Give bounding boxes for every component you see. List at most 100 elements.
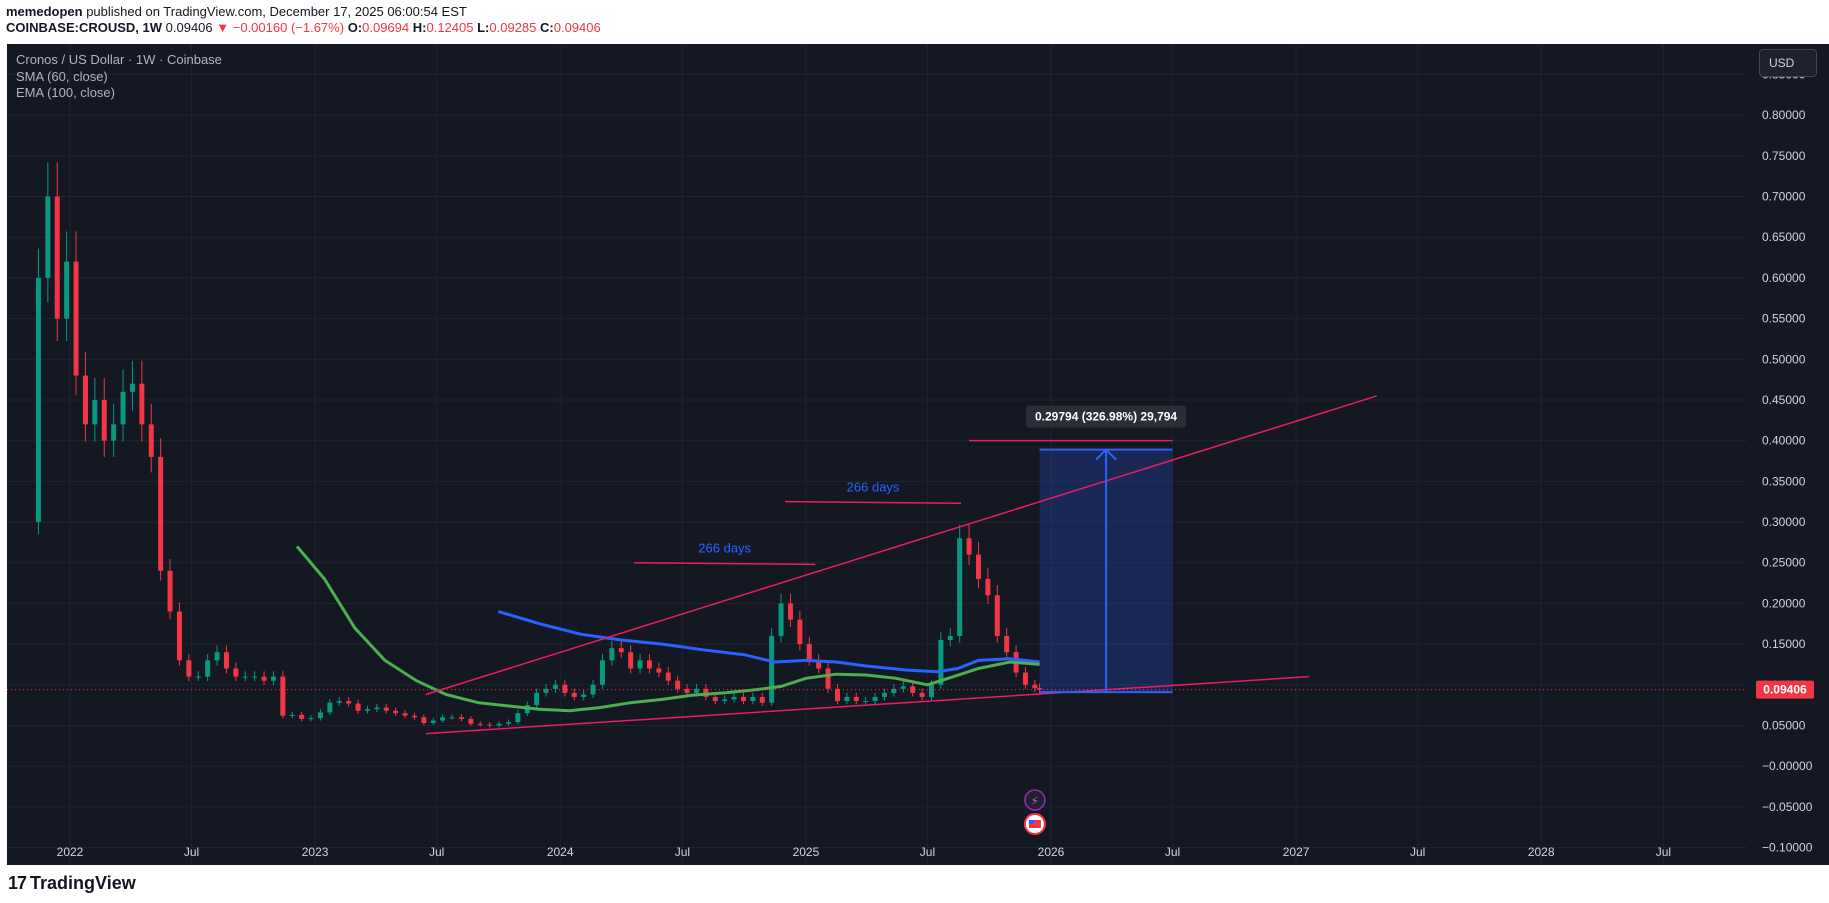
candle-body[interactable]	[994, 595, 1000, 636]
candle-body[interactable]	[599, 660, 605, 685]
candle-body[interactable]	[891, 688, 897, 693]
candle-body[interactable]	[402, 713, 408, 716]
candle-body[interactable]	[477, 723, 483, 725]
candle-body[interactable]	[120, 391, 126, 425]
candle-body[interactable]	[534, 692, 540, 706]
candle-body[interactable]	[261, 676, 267, 681]
candle-body[interactable]	[223, 652, 229, 669]
tradingview-logo[interactable]: 17 TradingView	[8, 873, 136, 894]
candle-body[interactable]	[740, 696, 746, 702]
candle-body[interactable]	[45, 196, 51, 278]
candle-body[interactable]	[947, 635, 953, 641]
candle-body[interactable]	[54, 196, 60, 319]
candle-body[interactable]	[571, 692, 577, 697]
legend-sma[interactable]: SMA (60, close)	[16, 68, 108, 84]
annotation-line[interactable]	[634, 561, 816, 566]
candle-body[interactable]	[562, 684, 568, 693]
candle-body[interactable]	[336, 701, 342, 703]
candle-body[interactable]	[957, 538, 963, 636]
candle-body[interactable]	[853, 696, 859, 702]
candle-body[interactable]	[618, 648, 624, 653]
candle-body[interactable]	[317, 712, 323, 719]
candle-body[interactable]	[205, 660, 211, 677]
candle-body[interactable]	[1037, 688, 1043, 690]
candle-body[interactable]	[440, 717, 446, 721]
candle-body[interactable]	[92, 399, 98, 425]
candle-body[interactable]	[863, 701, 869, 703]
candle-body[interactable]	[552, 684, 558, 689]
candle-body[interactable]	[881, 692, 887, 697]
legend-ema[interactable]: EMA (100, close)	[16, 85, 115, 100]
candle-body[interactable]	[430, 720, 436, 724]
candle-body[interactable]	[759, 696, 765, 703]
sma-60-line[interactable]	[295, 545, 1040, 713]
currency-button[interactable]: USD	[1759, 49, 1817, 77]
candle-body[interactable]	[684, 688, 690, 693]
candle-body[interactable]	[393, 710, 399, 714]
candle-body[interactable]	[411, 715, 417, 718]
price-axis[interactable]	[1747, 44, 1829, 865]
candle-body[interactable]	[355, 703, 361, 711]
candle-body[interactable]	[82, 375, 88, 425]
candle-body[interactable]	[496, 723, 502, 726]
candle-body[interactable]	[581, 694, 587, 697]
candle-body[interactable]	[712, 696, 718, 702]
annotation-line[interactable]	[785, 500, 962, 505]
candle-body[interactable]	[299, 714, 305, 719]
candle-body[interactable]	[637, 660, 643, 669]
candle-body[interactable]	[919, 692, 925, 697]
candle-body[interactable]	[797, 619, 803, 645]
candle-body[interactable]	[449, 717, 455, 719]
candle-body[interactable]	[270, 676, 276, 681]
candle-body[interactable]	[364, 709, 370, 711]
candle-body[interactable]	[872, 696, 878, 702]
candle-body[interactable]	[806, 644, 812, 661]
candle-body[interactable]	[938, 640, 944, 685]
candle-body[interactable]	[928, 684, 934, 697]
legend-title[interactable]: Cronos / US Dollar · 1W · Coinbase	[16, 52, 222, 67]
candle-body[interactable]	[628, 652, 634, 669]
candle-body[interactable]	[1022, 672, 1028, 685]
candle-body[interactable]	[665, 672, 671, 681]
chart-pane[interactable]	[7, 44, 1747, 865]
candle-body[interactable]	[158, 456, 164, 571]
candle-body[interactable]	[515, 713, 521, 723]
trendline[interactable]	[425, 675, 1309, 735]
candle-body[interactable]	[975, 554, 981, 579]
candle-body[interactable]	[468, 718, 474, 724]
candle-body[interactable]	[280, 676, 286, 716]
candle-body[interactable]	[233, 668, 239, 677]
candle-body[interactable]	[1004, 635, 1010, 653]
candle-body[interactable]	[966, 538, 972, 555]
candle-body[interactable]	[910, 686, 916, 693]
candle-body[interactable]	[778, 603, 784, 636]
candle-body[interactable]	[64, 261, 70, 319]
candle-body[interactable]	[346, 701, 352, 704]
trendline[interactable]	[425, 395, 1377, 696]
candle-body[interactable]	[722, 699, 728, 702]
candle-body[interactable]	[656, 668, 662, 673]
candle-body[interactable]	[111, 424, 117, 441]
candle-body[interactable]	[148, 424, 154, 457]
candle-body[interactable]	[458, 717, 464, 719]
candle-body[interactable]	[101, 399, 107, 441]
candle-body[interactable]	[73, 261, 79, 376]
candle-body[interactable]	[787, 603, 793, 620]
candle-body[interactable]	[214, 652, 220, 661]
candle-body[interactable]	[35, 277, 41, 523]
candle-body[interactable]	[646, 660, 652, 669]
candle-body[interactable]	[308, 718, 314, 720]
candle-body[interactable]	[176, 611, 182, 661]
candle-body[interactable]	[139, 383, 145, 425]
candle-body[interactable]	[985, 578, 991, 596]
candle-body[interactable]	[167, 570, 173, 612]
candle-body[interactable]	[750, 696, 756, 702]
candle-body[interactable]	[505, 722, 511, 724]
candle-body[interactable]	[816, 660, 822, 669]
candle-body[interactable]	[731, 696, 737, 700]
candle-body[interactable]	[289, 714, 295, 716]
candle-body[interactable]	[900, 686, 906, 689]
candle-body[interactable]	[327, 702, 333, 713]
candle-body[interactable]	[675, 680, 681, 689]
